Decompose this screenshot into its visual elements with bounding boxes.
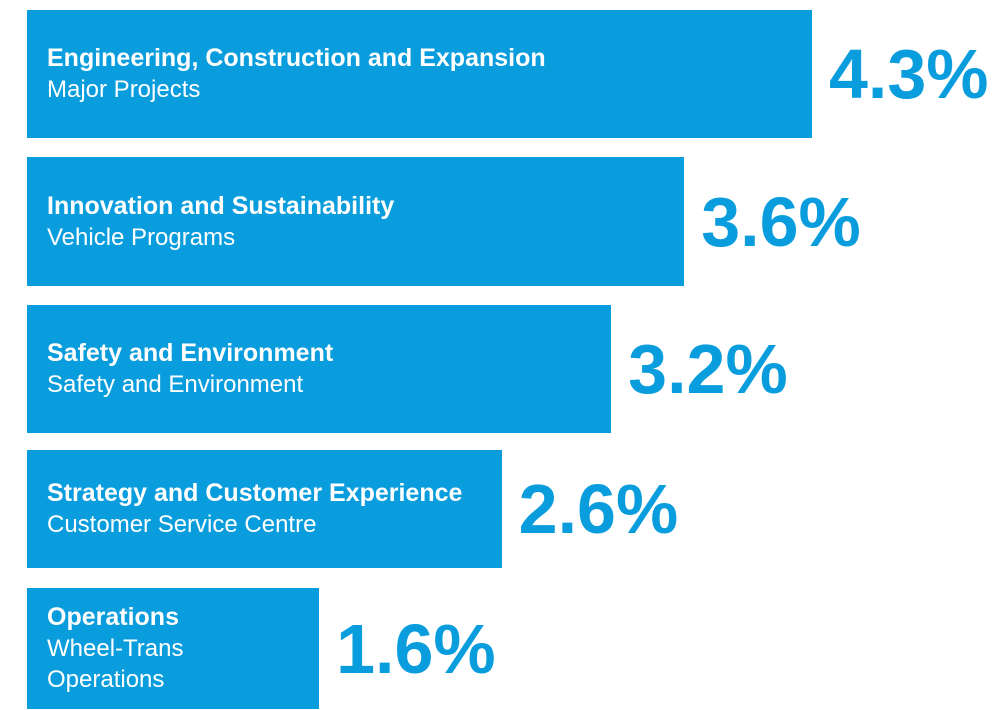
subcategory-label: Vehicle Programs (47, 223, 236, 251)
category-label: Strategy and Customer Experience (47, 479, 463, 507)
bar: Operations Wheel-Trans Operations (27, 588, 320, 709)
subcategory-label: Customer Service Centre (47, 511, 317, 538)
category-label: Innovation and Sustainability (47, 191, 395, 220)
category-label: Operations (47, 603, 179, 631)
value-label: 4.3% (829, 35, 989, 113)
subcategory-label: Major Projects (47, 76, 201, 103)
value-label: 3.2% (628, 330, 788, 408)
value-label: 3.6% (701, 182, 861, 261)
value-label: 2.6% (518, 470, 679, 548)
bar: Strategy and Customer Experience Customer… (27, 450, 502, 568)
subcategory-label: Wheel-Trans Operations (47, 635, 184, 693)
bar: Engineering, Construction and Expansion M… (27, 10, 812, 138)
category-label: Safety and Environment (47, 339, 334, 367)
subcategory-label: Safety and Environment (47, 371, 304, 398)
bar: Safety and Environment Safety and Environ… (27, 305, 612, 433)
category-label: Engineering, Construction and Expansion (47, 44, 546, 72)
bar: Innovation and Sustainability Vehicle Pro… (27, 157, 685, 286)
value-label: 1.6% (336, 609, 496, 688)
